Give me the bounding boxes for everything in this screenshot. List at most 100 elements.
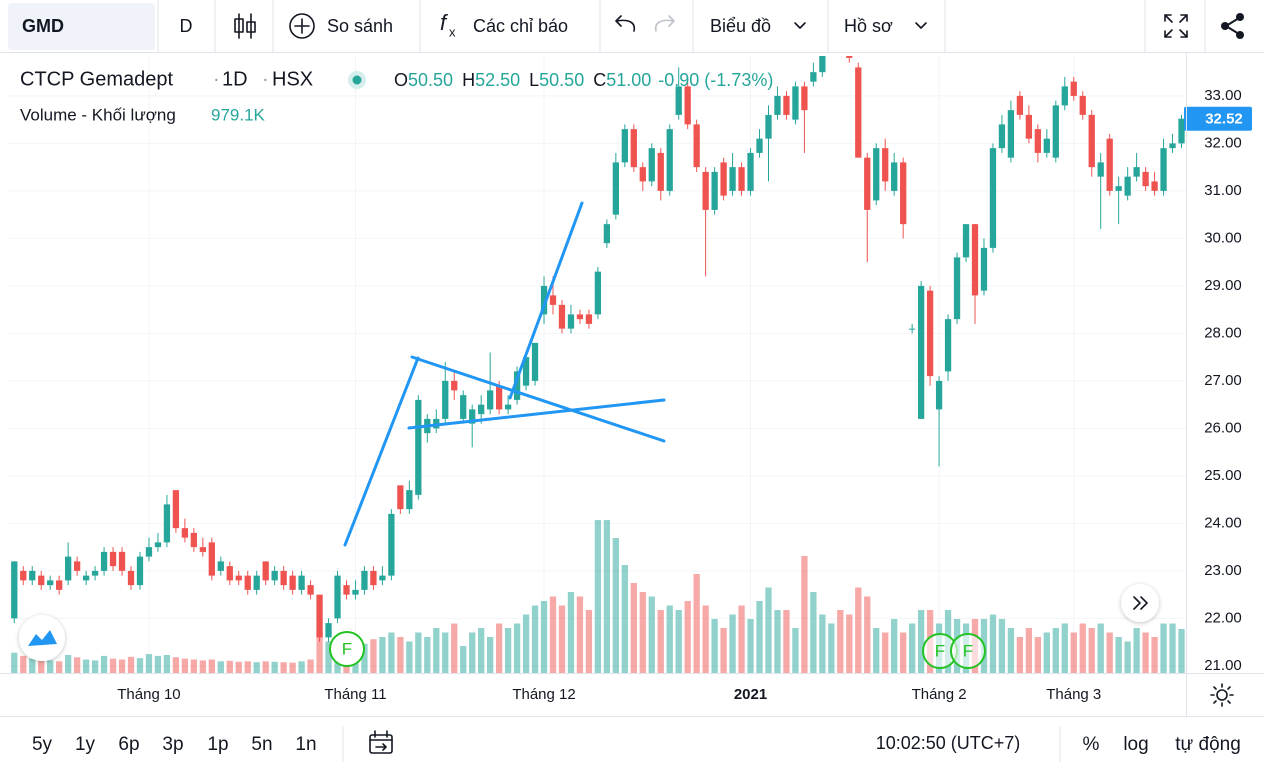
candle-body xyxy=(504,404,512,410)
logo xyxy=(28,630,57,646)
volume-bar xyxy=(1115,637,1122,673)
event-marker[interactable] xyxy=(329,631,365,667)
candle-body xyxy=(810,72,817,82)
candle-body xyxy=(1160,148,1167,191)
y-tick-label: 31.00 xyxy=(1204,182,1242,199)
candle-body xyxy=(603,224,611,244)
volume-bar xyxy=(864,596,871,673)
volume-bar xyxy=(65,655,72,673)
candle-body xyxy=(1052,105,1059,158)
volume-bar xyxy=(82,659,90,673)
share-icon[interactable] xyxy=(1221,13,1244,39)
candle-body xyxy=(657,152,664,191)
volume-bar xyxy=(1034,637,1041,673)
candle-body xyxy=(280,570,287,586)
candle-icon[interactable] xyxy=(234,13,256,39)
volume-bar xyxy=(1151,637,1158,673)
volume-bar xyxy=(469,632,476,673)
candle-body xyxy=(855,67,862,158)
trend-line[interactable] xyxy=(508,201,584,400)
fullscreen-icon[interactable] xyxy=(1164,14,1188,38)
volume-bar xyxy=(513,623,521,673)
candle-body xyxy=(190,532,198,548)
settings-icon[interactable] xyxy=(1210,683,1234,707)
range-button[interactable]: 3p xyxy=(162,734,183,755)
auto-toggle[interactable]: tự động xyxy=(1175,734,1241,755)
candle-body xyxy=(819,56,826,73)
range-button[interactable]: 6p xyxy=(118,734,139,755)
volume-bar xyxy=(145,654,153,673)
volume-bar xyxy=(819,614,826,673)
candle-body xyxy=(765,114,772,139)
undo-icon[interactable] xyxy=(615,15,636,32)
exchange: HSX xyxy=(272,68,313,90)
volume-bar xyxy=(801,556,808,673)
volume-bar xyxy=(792,628,799,673)
volume-bar xyxy=(1160,623,1167,673)
trend-line[interactable] xyxy=(407,398,666,430)
symbol[interactable]: GMD xyxy=(22,16,64,36)
redo-icon[interactable] xyxy=(654,15,675,32)
candle-body xyxy=(82,575,90,581)
event-marker[interactable] xyxy=(950,633,986,669)
svg-text:f: f xyxy=(440,10,449,35)
candle-body xyxy=(567,314,575,329)
candle-body xyxy=(388,513,395,576)
candle-body xyxy=(522,357,530,386)
candle-body xyxy=(298,575,305,590)
logo-button[interactable] xyxy=(19,615,65,661)
candle-body xyxy=(226,566,233,581)
compare-icon[interactable] xyxy=(289,13,315,39)
range-button[interactable]: 1y xyxy=(75,734,96,755)
trend-line[interactable] xyxy=(410,355,666,443)
chart-menu[interactable]: Biểu đồ xyxy=(710,16,771,36)
candle-body xyxy=(118,551,126,571)
candle-body xyxy=(747,152,754,191)
volume-bar xyxy=(1169,623,1176,673)
candle-body xyxy=(325,623,332,638)
range-button[interactable]: 1p xyxy=(207,734,228,755)
volume-bar xyxy=(163,655,171,673)
candle-body xyxy=(451,380,458,391)
volume-bar xyxy=(540,601,548,673)
volume-bar xyxy=(900,632,907,673)
trend-line[interactable] xyxy=(343,356,420,547)
profile-menu[interactable]: Hồ sơ xyxy=(844,16,893,36)
candle-body xyxy=(962,224,970,258)
volume-bar xyxy=(1061,623,1068,673)
candle-body xyxy=(513,371,521,400)
percent-toggle[interactable]: % xyxy=(1083,734,1100,755)
candle-body xyxy=(1115,186,1122,191)
compare[interactable]: So sánh xyxy=(327,16,393,36)
candle-body xyxy=(91,570,99,576)
date-range-icon[interactable] xyxy=(369,730,393,754)
candle-body xyxy=(29,570,36,581)
range-button[interactable]: 1n xyxy=(295,734,316,755)
volume-bar xyxy=(1007,628,1015,673)
volume-bar xyxy=(361,643,368,673)
candle-body xyxy=(1097,162,1104,177)
candle-body xyxy=(792,86,799,120)
ohlc-key: L xyxy=(529,70,539,90)
candle-body xyxy=(469,409,476,424)
candle-body xyxy=(361,570,368,590)
volume-bar xyxy=(217,661,224,673)
candle-body xyxy=(235,575,242,581)
volume-bar xyxy=(190,659,198,673)
interval[interactable]: D xyxy=(180,16,193,36)
volume-bar xyxy=(370,639,377,673)
candle-body xyxy=(442,380,449,419)
candle-body xyxy=(1142,171,1149,187)
candle-body xyxy=(630,129,637,168)
range-button[interactable]: 5y xyxy=(32,734,53,755)
candle-body xyxy=(684,86,691,125)
range-button[interactable]: 5n xyxy=(251,734,272,755)
candle-body xyxy=(621,129,628,163)
volume-bar xyxy=(208,659,215,673)
volume-bar xyxy=(91,660,99,673)
legend-interval: 1D xyxy=(222,68,248,90)
symbol-box[interactable] xyxy=(8,3,155,50)
log-toggle[interactable]: log xyxy=(1123,734,1148,755)
indicators[interactable]: Các chỉ báo xyxy=(473,16,568,36)
